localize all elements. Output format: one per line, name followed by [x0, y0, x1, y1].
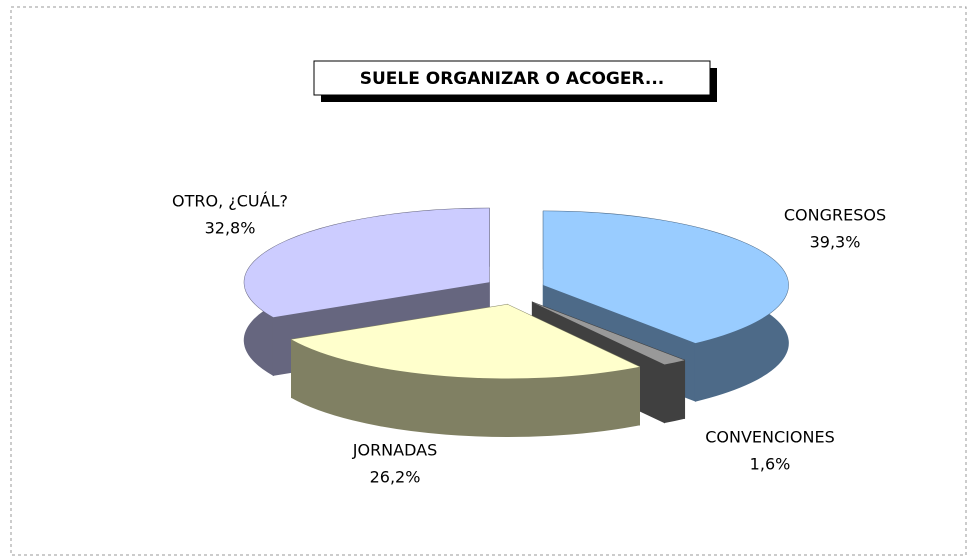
value-label: 1,6% — [750, 455, 791, 474]
category-label: CONVENCIONES — [705, 428, 834, 447]
slice — [543, 211, 789, 344]
chart-title: SUELE ORGANIZAR O ACOGER... — [360, 69, 665, 89]
category-label: CONGRESOS — [784, 206, 886, 225]
category-label: JORNADAS — [352, 441, 437, 460]
pie — [243, 207, 789, 438]
value-label: 26,2% — [370, 468, 421, 487]
title-box — [313, 60, 711, 96]
slice — [532, 302, 685, 365]
category-label: OTRO, ¿CUÁL? — [172, 192, 288, 211]
labels: CONGRESOS 39,3% CONVENCIONES 1,6% JORNADAS 26… — [172, 192, 886, 487]
page-border — [10, 6, 967, 556]
value-label: 39,3% — [810, 233, 861, 252]
slice-side — [663, 359, 686, 424]
slice — [244, 208, 490, 318]
value-label: 32,8% — [205, 219, 256, 238]
slice — [291, 304, 640, 379]
